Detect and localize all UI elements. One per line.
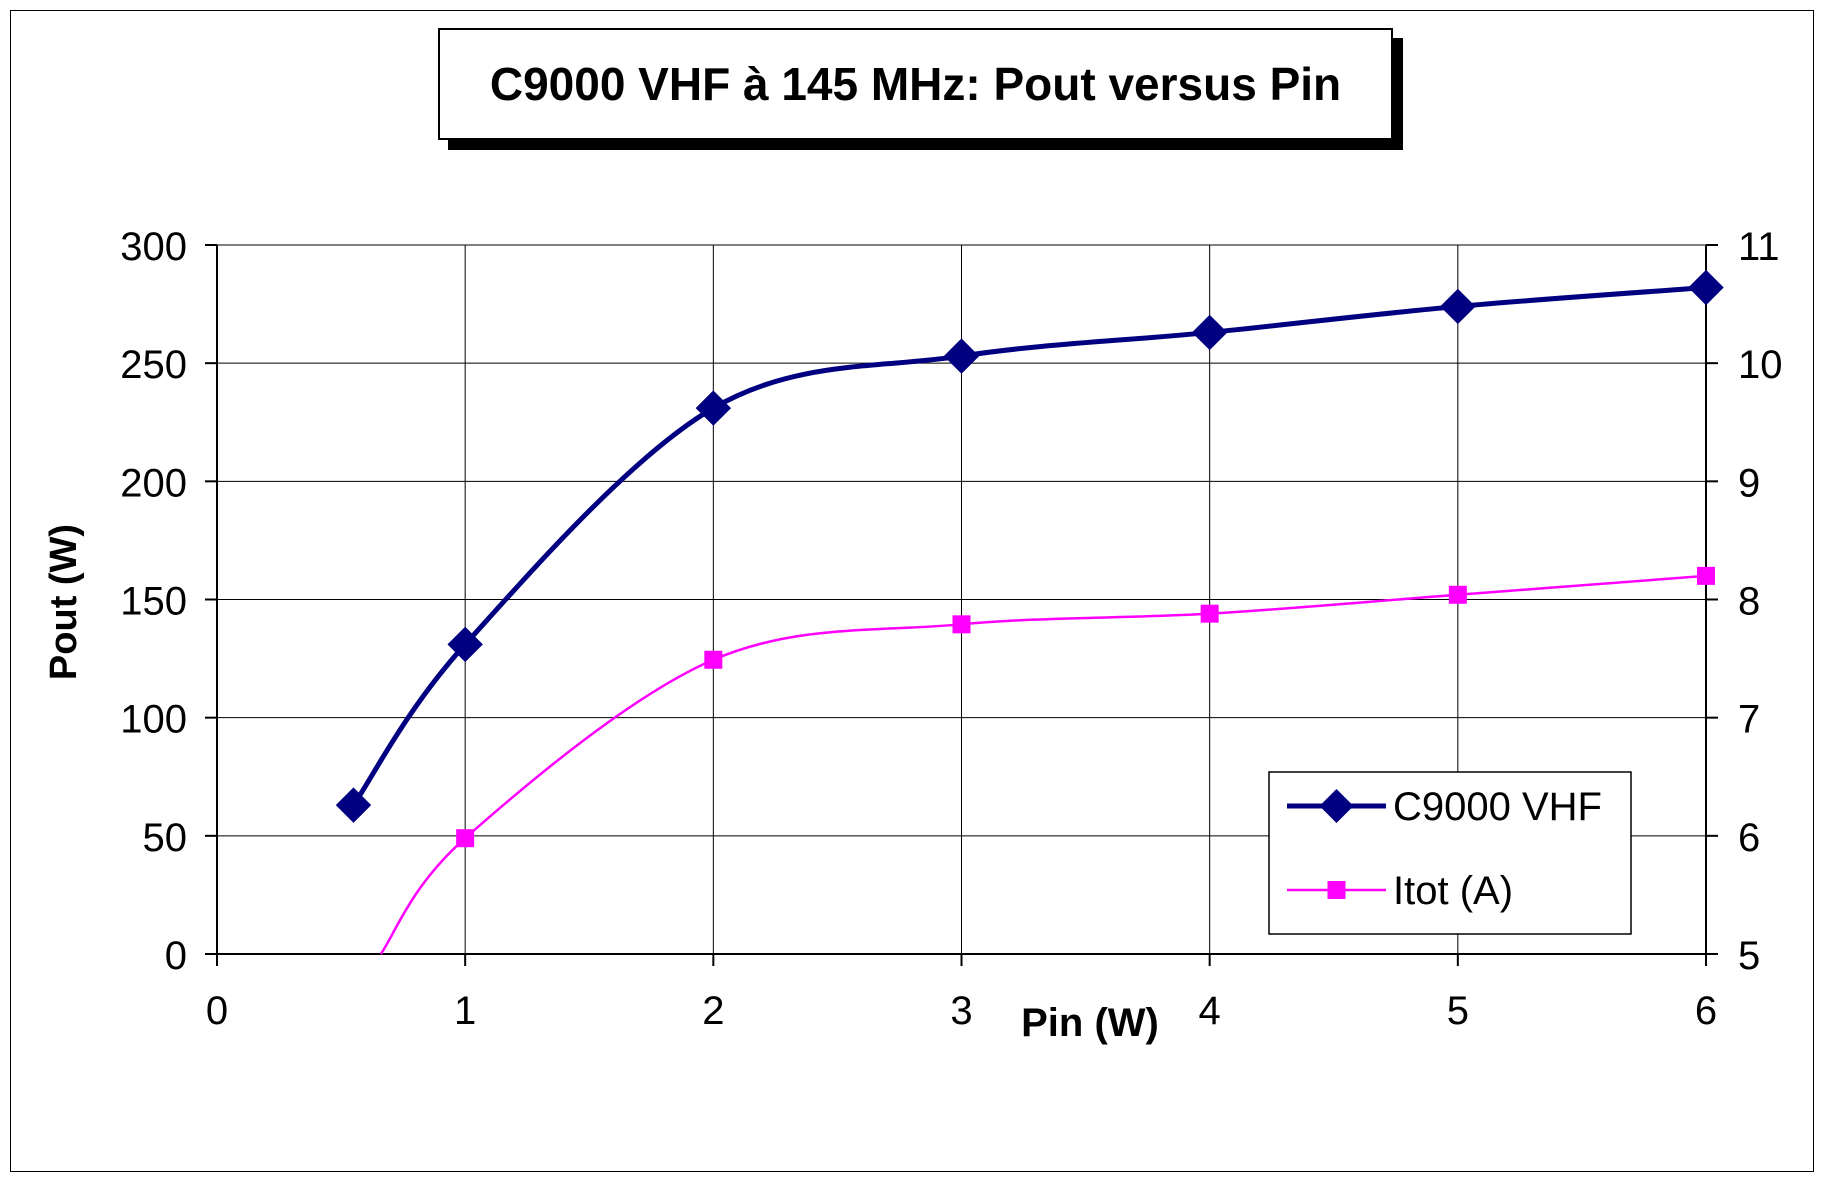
x-tick-label: 3 — [950, 989, 972, 1033]
x-axis-label: Pin (W) — [1021, 1001, 1159, 1045]
x-tick-label: 4 — [1199, 989, 1221, 1033]
x-tick-label: 6 — [1695, 989, 1717, 1033]
point-itot — [1697, 566, 1715, 585]
point-itot — [704, 650, 723, 669]
y-tick-label: 50 — [143, 816, 188, 860]
axes — [205, 244, 1718, 966]
chart-title: C9000 VHF à 145 MHz: Pout versus Pin — [489, 58, 1342, 110]
point-c9000-vhf — [447, 626, 483, 663]
legend-label-1: C9000 VHF — [1393, 785, 1602, 829]
point-itot — [456, 829, 475, 848]
x-tick-label: 2 — [702, 989, 724, 1033]
legend-marker-diamond — [1319, 789, 1354, 823]
y2-tick-label: 7 — [1738, 698, 1760, 742]
y-tick-label: 200 — [120, 461, 187, 505]
chart-title-box: C9000 VHF à 145 MHz: Pout versus Pin — [438, 28, 1393, 140]
y2-tick-label: 9 — [1738, 461, 1760, 505]
y2-tick-label: 10 — [1738, 343, 1783, 387]
point-c9000-vhf — [1440, 288, 1476, 325]
series-line-1 — [351, 285, 1707, 807]
point-c9000-vhf — [1191, 314, 1228, 351]
point-c9000-vhf — [1688, 269, 1724, 306]
point-itot — [1200, 604, 1219, 623]
y2-tick-label: 8 — [1738, 580, 1760, 624]
y-axis-label: Pout (W) — [43, 524, 85, 680]
series-markers — [335, 269, 1724, 848]
point-c9000-vhf — [943, 338, 980, 374]
point-c9000-vhf — [695, 390, 732, 426]
point-itot — [952, 615, 971, 634]
legend-marker-square — [1327, 881, 1346, 899]
y2-tick-label: 5 — [1738, 934, 1760, 978]
point-itot — [1448, 585, 1467, 604]
y-tick-label: 250 — [120, 343, 187, 387]
y-tick-label: 0 — [165, 934, 187, 978]
x-tick-label: 1 — [454, 989, 476, 1033]
y2-tick-label: 11 — [1738, 225, 1780, 269]
y-tick-label: 100 — [120, 698, 187, 742]
legend-label-2: Itot (A) — [1393, 869, 1513, 913]
y-tick-label: 150 — [120, 580, 187, 624]
y-tick-label: 300 — [120, 225, 187, 269]
y2-tick-label: 6 — [1738, 816, 1760, 860]
legend: C9000 VHF Itot (A) — [1268, 771, 1632, 935]
x-tick-label: 0 — [206, 989, 228, 1033]
x-tick-label: 5 — [1447, 989, 1469, 1033]
point-c9000-vhf — [335, 787, 372, 823]
